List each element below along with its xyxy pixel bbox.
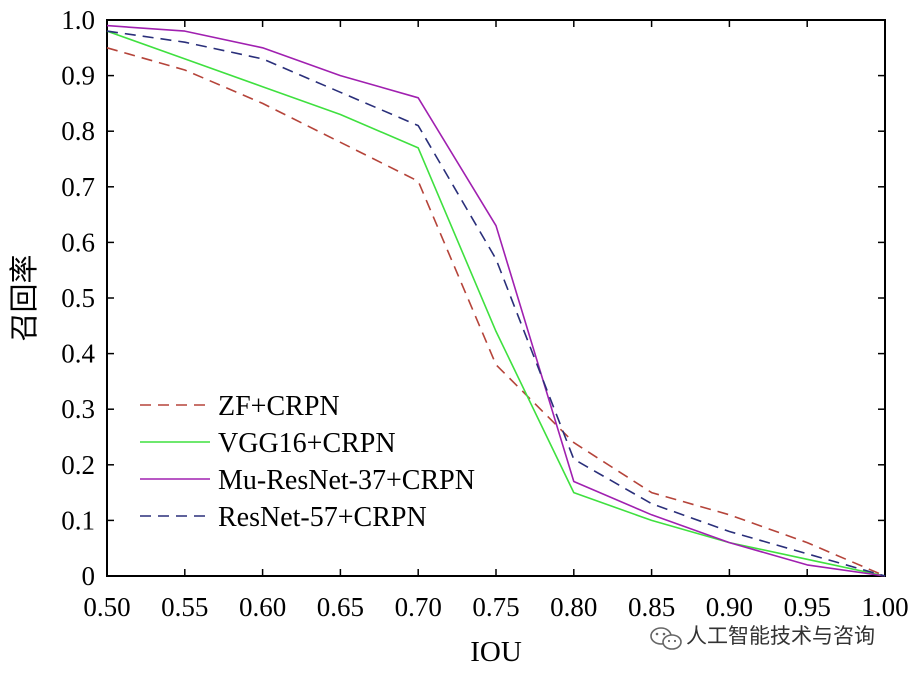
- y-tick-label: 0.6: [61, 227, 95, 257]
- y-tick-label: 0.9: [61, 61, 95, 91]
- wechat-icon: [650, 627, 682, 650]
- x-tick-label: 0.95: [784, 592, 831, 622]
- x-tick-label: 0.50: [83, 592, 130, 622]
- y-tick-label: 0.1: [61, 505, 95, 535]
- x-tick-label: 0.80: [550, 592, 597, 622]
- y-tick-label: 0.2: [61, 450, 95, 480]
- x-axis: 0.50 0.55 0.60 0.65 0.70 0.75 0.80 0.85 0.90 0.95…: [83, 20, 909, 622]
- series-line-3: [106, 30, 886, 577]
- x-tick-label: 0.85: [628, 592, 675, 622]
- y-tick-label: 0.5: [61, 283, 95, 313]
- x-axis-title: IOU: [470, 636, 522, 668]
- y-tick-label: 0.3: [61, 394, 95, 424]
- x-tick-label: 0.75: [472, 592, 519, 622]
- legend: ZF+CRPN VGG16+CRPN Mu-ResNet-37+CRPN ResNet…: [140, 391, 475, 533]
- legend-label-1: VGG16+CRPN: [218, 428, 396, 459]
- x-tick-label: 0.55: [161, 592, 208, 622]
- x-tick-label: 0.70: [395, 592, 442, 622]
- series-line-2: [106, 24, 886, 577]
- y-tick-label: 0.4: [61, 339, 95, 369]
- y-tick-label: 0.7: [61, 172, 95, 202]
- watermark-text: 人工智能技术与咨询: [686, 624, 875, 648]
- x-tick-label: 0.90: [706, 592, 753, 622]
- x-tick-label: 1.00: [861, 592, 908, 622]
- series-line-0: [106, 47, 886, 577]
- series-line-1: [106, 30, 886, 577]
- y-tick-label: 0: [82, 561, 96, 591]
- x-tick-label: 0.60: [239, 592, 286, 622]
- y-tick-label: 1.0: [61, 5, 95, 35]
- y-tick-label: 0.8: [61, 116, 95, 146]
- y-axis: 0 0.1 0.2 0.3 0.4 0.5 0.6 0.7 0.8 0.9 1.0: [61, 5, 885, 591]
- legend-label-3: ResNet-57+CRPN: [218, 502, 427, 533]
- watermark: 人工智能技术与咨询: [650, 624, 875, 650]
- y-axis-title: 召回率: [8, 254, 41, 341]
- legend-label-0: ZF+CRPN: [218, 391, 340, 422]
- x-tick-label: 0.65: [317, 592, 364, 622]
- legend-label-2: Mu-ResNet-37+CRPN: [218, 465, 475, 496]
- series-lines: [106, 24, 886, 577]
